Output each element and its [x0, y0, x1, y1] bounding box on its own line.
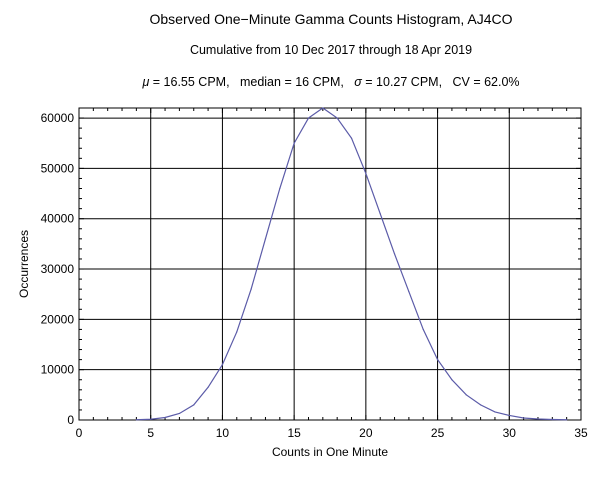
data-point	[279, 187, 281, 190]
data-point	[379, 213, 381, 215]
data-point	[436, 359, 439, 361]
y-tick-label: 0	[67, 413, 74, 427]
x-tick-label: 30	[503, 426, 517, 440]
mu-symbol: μ	[141, 75, 149, 89]
data-point	[451, 379, 453, 381]
y-tick-label: 40000	[41, 212, 75, 226]
x-axis-label: Counts in One Minute	[272, 445, 388, 459]
data-point	[465, 394, 467, 396]
mu-value: = 16.55 CPM,	[149, 75, 229, 89]
sigma-value: = 10.27 CPM,	[362, 75, 442, 89]
x-tick-label: 25	[431, 426, 445, 440]
y-tick-label: 60000	[41, 111, 75, 125]
x-tick-label: 20	[359, 426, 373, 440]
data-point	[523, 417, 525, 419]
x-tick-label: 0	[76, 426, 83, 440]
data-point	[178, 412, 180, 415]
data-point	[221, 364, 224, 366]
plot-frame	[78, 107, 582, 421]
data-point	[537, 418, 539, 420]
data-point	[494, 411, 496, 413]
x-tick-label: 10	[216, 426, 230, 440]
data-point	[393, 253, 396, 255]
x-tick-label: 5	[147, 426, 154, 440]
chart-subtitle: Cumulative from 10 Dec 2017 through 18 A…	[190, 43, 472, 57]
x-tick-label: 35	[574, 426, 588, 440]
data-point	[422, 328, 424, 331]
y-axis-label: Occurrences	[17, 230, 31, 298]
data-point	[250, 288, 252, 290]
data-point	[264, 238, 267, 240]
y-tick-label: 20000	[41, 312, 75, 326]
series-group	[135, 107, 568, 421]
y-tick-label: 50000	[41, 161, 75, 175]
data-point	[307, 117, 310, 119]
series-line	[136, 107, 567, 421]
data-point	[551, 418, 553, 421]
data-point	[293, 142, 295, 144]
data-point	[508, 414, 510, 417]
data-point	[236, 331, 238, 333]
x-tick-label: 15	[287, 426, 301, 440]
chart-title: Observed One−Minute Gamma Counts Histogr…	[150, 11, 513, 27]
cv-value: CV = 62.0%	[452, 75, 519, 89]
y-tick-labels: 0 10000 20000 30000 40000 50000 60000	[41, 111, 75, 427]
median-value: median = 16 CPM,	[240, 75, 344, 89]
data-point	[480, 404, 482, 406]
data-point	[150, 418, 152, 420]
data-point	[408, 291, 410, 293]
sigma-symbol: σ	[354, 75, 362, 89]
data-point	[365, 172, 367, 175]
grid-lines	[79, 108, 581, 420]
data-point	[207, 386, 209, 388]
data-point	[193, 404, 195, 406]
data-point	[336, 117, 338, 119]
data-point	[322, 107, 324, 109]
y-tick-label: 10000	[41, 363, 75, 377]
data-point	[566, 419, 568, 421]
x-tick-labels: 0 5 10 15 20 25 30 35	[76, 426, 588, 440]
data-point	[164, 416, 166, 419]
y-tick-label: 30000	[41, 262, 75, 276]
stats-line: μ = 16.55 CPM, median = 16 CPM, σ = 10.2…	[141, 75, 519, 89]
data-point	[350, 137, 353, 139]
tick-marks	[78, 107, 582, 421]
data-point	[135, 419, 137, 421]
